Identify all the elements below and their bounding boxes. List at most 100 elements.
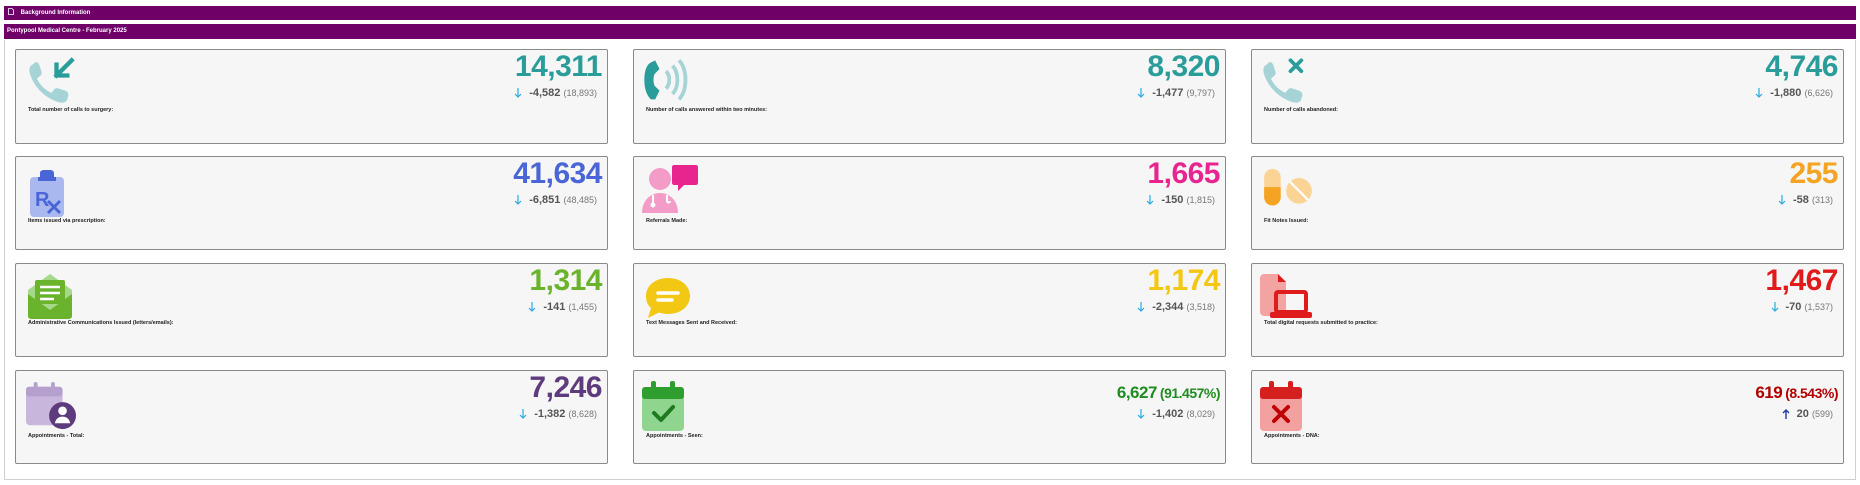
card-change: -4,582 (18,893) bbox=[514, 87, 597, 99]
card-value: 4,746 bbox=[1765, 50, 1838, 83]
card-change-value: -6,851 bbox=[529, 194, 561, 206]
card-previous-value: (1,537) bbox=[1804, 302, 1833, 312]
arrow-down-icon bbox=[519, 409, 527, 419]
card-text-messages: 1,174 -2,344 (3,518) Text Messages Sent … bbox=[633, 263, 1226, 357]
card-label: Total digital requests submitted to prac… bbox=[1264, 320, 1378, 326]
card-value-number: 6,627 bbox=[1116, 383, 1158, 402]
laptop-file-icon bbox=[1260, 274, 1312, 318]
card-change-value: -70 bbox=[1785, 301, 1802, 313]
card-value: 1,174 bbox=[1147, 264, 1220, 297]
practice-period-bar: Pontypool Medical Centre - February 2025 bbox=[4, 24, 1856, 39]
card-change: -1,477 (9,797) bbox=[1137, 87, 1215, 99]
envelope-open-icon bbox=[28, 274, 72, 319]
card-label: Referrals Made: bbox=[646, 218, 688, 224]
card-value-percentage: (8.543%) bbox=[1785, 385, 1838, 401]
card-appointments-seen: 6,627 (91.457%) -1,402 (8,029) Appointmen… bbox=[633, 370, 1226, 464]
calendar-x-icon bbox=[1260, 381, 1302, 431]
card-value: 1,314 bbox=[529, 264, 602, 297]
arrow-down-icon bbox=[1755, 88, 1763, 98]
card-value-number: 7,246 bbox=[529, 371, 602, 404]
arrow-down-icon bbox=[1778, 195, 1786, 205]
card-digital-requests: 1,467 -70 (1,537) Total digital requests… bbox=[1251, 263, 1844, 357]
card-change: -1,880 (6,626) bbox=[1755, 87, 1833, 99]
card-value: 14,311 bbox=[514, 50, 603, 83]
arrow-up-icon bbox=[1782, 409, 1790, 420]
card-value: 1,467 bbox=[1765, 264, 1838, 297]
card-label: Number of calls answered within two minu… bbox=[646, 107, 768, 113]
card-value: 1,665 bbox=[1147, 157, 1220, 190]
arrow-down-icon bbox=[528, 302, 536, 312]
card-previous-value: (599) bbox=[1811, 409, 1833, 419]
card-appointments-total: 7,246 -1,382 (8,628) Appointments - Tota… bbox=[15, 370, 608, 464]
card-prescription-items: R 41,634 -6,851 (48,485) Items issued vi… bbox=[15, 156, 608, 250]
card-value: 255 bbox=[1789, 157, 1838, 190]
card-change-value: -1,382 bbox=[534, 408, 566, 420]
card-value: 619 (8.543%) bbox=[1755, 383, 1838, 403]
card-change: -70 (1,537) bbox=[1771, 301, 1833, 313]
card-total-calls: 14,311 -4,582 (18,893) Total number of c… bbox=[15, 49, 608, 144]
phone-incoming-icon bbox=[29, 57, 75, 103]
card-value: 7,246 bbox=[529, 371, 602, 405]
message-icon bbox=[646, 278, 690, 318]
card-calls-abandoned: 4,746 -1,880 (6,626) Number of calls aba… bbox=[1251, 49, 1844, 144]
card-previous-value: (48,485) bbox=[563, 195, 597, 205]
card-previous-value: (8,029) bbox=[1186, 409, 1215, 419]
card-change: -150 (1,815) bbox=[1146, 194, 1215, 206]
card-change: -141 (1,455) bbox=[528, 301, 597, 313]
card-change: -2,344 (3,518) bbox=[1137, 301, 1215, 313]
card-value: 6,627 (91.457%) bbox=[1116, 383, 1221, 403]
card-value-number: 619 bbox=[1755, 383, 1783, 402]
card-label: Text Messages Sent and Received: bbox=[646, 320, 737, 326]
card-label: Items issued via prescription: bbox=[28, 218, 106, 224]
arrow-down-icon bbox=[1137, 302, 1145, 312]
card-referrals: 1,665 -150 (1,815) Referrals Made: bbox=[633, 156, 1226, 250]
card-change: 20 (599) bbox=[1782, 408, 1833, 420]
card-previous-value: (1,815) bbox=[1186, 195, 1215, 205]
card-change-value: -4,582 bbox=[529, 87, 561, 99]
card-change-value: -150 bbox=[1161, 194, 1184, 206]
card-label: Total number of calls to surgery: bbox=[28, 107, 114, 113]
card-appointments-dna: 619 (8.543%) 20 (599) Appointments - DNA: bbox=[1251, 370, 1844, 464]
card-change-value: -141 bbox=[543, 301, 566, 313]
card-change-value: 20 bbox=[1796, 408, 1809, 420]
practice-period-title: Pontypool Medical Centre - February 2025 bbox=[7, 28, 127, 34]
card-previous-value: (1,455) bbox=[568, 302, 597, 312]
arrow-down-icon bbox=[1137, 88, 1145, 98]
card-change: -1,382 (8,628) bbox=[519, 408, 597, 420]
card-label: Appointments - Seen: bbox=[646, 433, 703, 439]
arrow-down-icon bbox=[1771, 302, 1778, 312]
card-previous-value: (18,893) bbox=[563, 88, 597, 98]
card-previous-value: (6,626) bbox=[1804, 88, 1833, 98]
background-information-bar[interactable]: Background Information bbox=[4, 6, 1856, 20]
card-change-value: -1,880 bbox=[1770, 87, 1802, 99]
card-previous-value: (9,797) bbox=[1186, 88, 1215, 98]
arrow-down-icon bbox=[514, 195, 522, 205]
calendar-check-icon bbox=[642, 381, 684, 431]
phone-missed-icon bbox=[1263, 58, 1304, 103]
pills-icon bbox=[1264, 168, 1312, 206]
card-value: 8,320 bbox=[1147, 50, 1220, 83]
card-previous-value: (8,628) bbox=[568, 409, 597, 419]
card-label: Fit Notes Issued: bbox=[1264, 218, 1309, 224]
card-label: Appointments - Total: bbox=[28, 433, 85, 439]
card-fit-notes: 255 -58 (313) Fit Notes Issued: bbox=[1251, 156, 1844, 250]
card-change: -6,851 (48,485) bbox=[514, 194, 597, 206]
card-calls-answered: 8,320 -1,477 (9,797) Number of calls ans… bbox=[633, 49, 1226, 144]
card-previous-value: (313) bbox=[1811, 195, 1833, 205]
card-value: 41,634 bbox=[513, 157, 602, 190]
card-change-value: -58 bbox=[1793, 194, 1809, 206]
card-change-value: -1,477 bbox=[1152, 87, 1184, 99]
document-icon bbox=[8, 8, 14, 15]
card-change-value: -2,344 bbox=[1152, 301, 1184, 313]
calendar-user-icon bbox=[26, 381, 76, 430]
card-change-value: -1,402 bbox=[1152, 408, 1184, 420]
card-label: Number of calls abandoned: bbox=[1264, 107, 1338, 113]
card-value-percentage: (91.457%) bbox=[1159, 385, 1221, 401]
arrow-down-icon bbox=[1137, 409, 1145, 419]
svg-text:R: R bbox=[35, 189, 50, 211]
card-change: -1,402 (8,029) bbox=[1137, 408, 1215, 420]
arrow-down-icon bbox=[514, 88, 522, 98]
background-information-title: Background Information bbox=[20, 10, 91, 16]
doctor-chat-icon bbox=[642, 165, 698, 213]
card-label: Appointments - DNA: bbox=[1264, 433, 1320, 439]
